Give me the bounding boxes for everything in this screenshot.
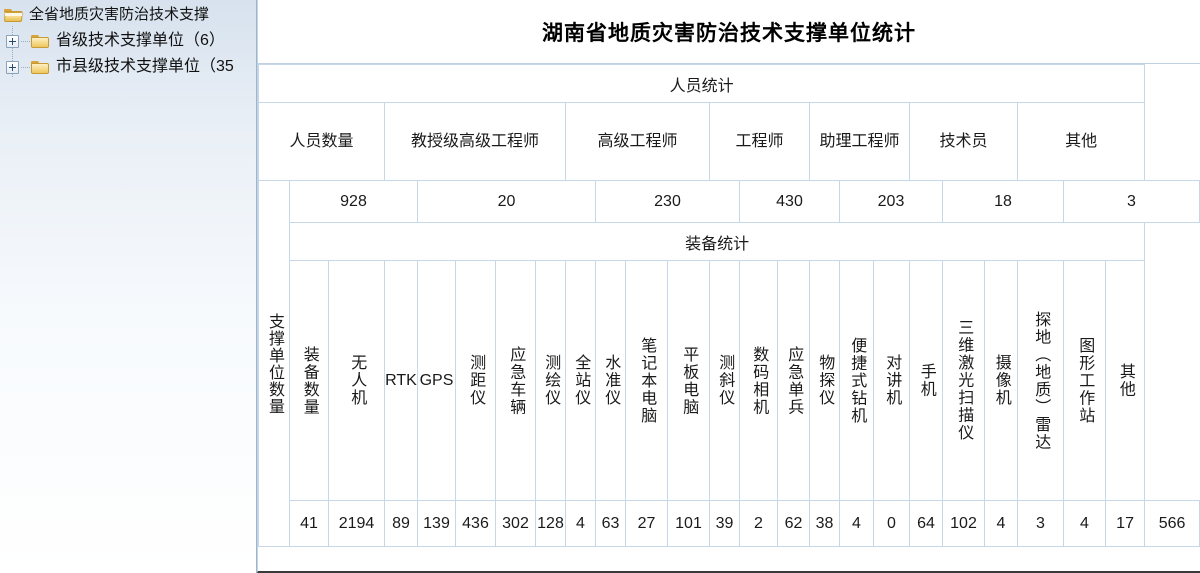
header-drone: 无人机: [328, 260, 385, 501]
value-ground-penetrating-radar: 4: [1063, 500, 1106, 547]
value-digital-camera: 62: [777, 500, 810, 547]
header-digital-camera: 数码相机: [739, 260, 778, 501]
header-walkie-talkie: 对讲机: [873, 260, 910, 501]
value-personnel-count: 928: [289, 180, 418, 223]
value-rangefinder: 302: [495, 500, 536, 547]
value-professor-senior-engineer: 20: [417, 180, 596, 223]
header-emergency-vehicle: 应急车辆: [495, 260, 536, 501]
tree-connector-line: [12, 26, 13, 78]
value-level-instrument: 27: [625, 500, 668, 547]
tree-node-label: 市县级技术支撑单位（35: [56, 58, 234, 75]
value-total-station: 63: [595, 500, 626, 547]
header-video-camera: 摄像机: [984, 260, 1018, 501]
statistics-panel: 湖南省地质灾害防治技术支撑单位统计 人员统计: [257, 0, 1200, 573]
header-laptop: 笔记本电脑: [625, 260, 668, 501]
tree-node-provincial[interactable]: 省级技术支撑单位（6）: [0, 28, 256, 54]
page-title-bar: 湖南省地质灾害防治技术支撑单位统计: [258, 0, 1200, 64]
value-personnel-other: 3: [1063, 180, 1200, 223]
header-3d-laser-scanner: 三维激光扫描仪: [942, 260, 985, 501]
header-rtk: RTK: [384, 260, 418, 501]
value-emergency-vehicle: 128: [535, 500, 566, 547]
table-row-equipment-values: 41 2194 89 139 436 302 128 4 63 27 101 3…: [259, 500, 1200, 547]
page-title: 湖南省地质灾害防治技术支撑单位统计: [542, 21, 916, 45]
value-engineer: 430: [739, 180, 840, 223]
value-geophysical-instrument: 4: [839, 500, 874, 547]
value-laptop: 101: [667, 500, 710, 547]
header-emergency-kit: 应急单兵: [777, 260, 810, 501]
header-inclinometer: 测斜仪: [709, 260, 740, 501]
tree-node-municipal[interactable]: 市县级技术支撑单位（35: [0, 54, 256, 80]
header-equipment-other: 其他: [1104, 260, 1146, 501]
folder-open-icon: [4, 8, 23, 23]
value-inclinometer: 2: [739, 500, 778, 547]
tree-node-label: 省级技术支撑单位（6）: [56, 32, 225, 49]
header-tablet: 平板电脑: [667, 260, 710, 501]
value-equipment-count: 2194: [328, 500, 385, 547]
header-portable-drill: 便捷式钻机: [839, 260, 874, 501]
tree-dot-connector: [21, 66, 30, 68]
folder-icon: [31, 34, 50, 49]
header-personnel-count: 人员数量: [258, 102, 385, 181]
value-graphics-workstation: 17: [1104, 500, 1146, 547]
header-engineer: 工程师: [709, 102, 810, 181]
row-label-unit-count: 支撑单位数量: [258, 180, 290, 547]
value-portable-drill: 0: [873, 500, 910, 547]
header-equipment-count: 装备数量: [289, 260, 329, 501]
tree-node-label: 全省地质灾害防治技术支撑: [29, 6, 210, 23]
value-surveying-instrument: 4: [565, 500, 596, 547]
group-header-equipment: 装备统计: [288, 222, 1146, 261]
header-personnel-other: 其他: [1016, 102, 1146, 181]
header-mobile-phone: 手机: [909, 260, 943, 501]
header-assistant-engineer: 助理工程师: [809, 102, 910, 181]
table-row-equipment-group: 装备统计: [259, 222, 1200, 261]
row-label-text: 支撑单位数量: [265, 312, 283, 415]
tree-dot-connector: [21, 40, 30, 42]
value-assistant-engineer: 203: [839, 180, 943, 223]
header-senior-engineer: 高级工程师: [565, 102, 710, 181]
header-level-instrument: 水准仪: [595, 260, 626, 501]
value-equipment-other: 566: [1144, 500, 1200, 547]
header-rangefinder: 测距仪: [455, 260, 496, 501]
header-surveying-instrument: 测绘仪: [535, 260, 566, 501]
tree-panel: 全省地质灾害防治技术支撑 省级技术支撑单位（6） 市县级技术支撑单位（35: [0, 0, 257, 573]
header-total-station: 全站仪: [565, 260, 596, 501]
value-3d-laser-scanner: 4: [984, 500, 1018, 547]
value-walkie-talkie: 64: [909, 500, 943, 547]
expand-plus-icon[interactable]: [6, 34, 19, 48]
value-mobile-phone: 102: [942, 500, 985, 547]
value-rtk: 139: [417, 500, 456, 547]
value-gps: 436: [455, 500, 496, 547]
header-geophysical-instrument: 物探仪: [809, 260, 840, 501]
group-header-personnel: 人员统计: [258, 64, 1146, 103]
header-graphics-workstation: 图形工作站: [1063, 260, 1106, 501]
folder-icon: [31, 60, 50, 75]
value-video-camera: 3: [1017, 500, 1064, 547]
header-professor-senior-engineer: 教授级高级工程师: [384, 102, 566, 181]
value-technician: 18: [942, 180, 1064, 223]
value-emergency-kit: 38: [809, 500, 840, 547]
table-row-personnel-headers: 人员数量 教授级高级工程师 高级工程师 工程师 助理工程师 技术员 其他: [258, 102, 1200, 181]
value-drone: 89: [384, 500, 418, 547]
header-technician: 技术员: [909, 102, 1018, 181]
header-ground-penetrating-radar: 探地（地质）雷达: [1017, 260, 1064, 501]
statistics-table: 人员统计 人员数量 教授级高级工程师 高级工程师 工程师 助理工程师 技术员 其…: [258, 64, 1200, 547]
value-tablet: 39: [709, 500, 740, 547]
table-row-personnel-values: 支撑单位数量 928 20 230 430 203 18 3: [258, 180, 1200, 547]
table-row-equipment-headers: 装备数量 无人机 RTK GPS 测距仪 应急车辆 测绘仪 全站仪 水准仪 笔记…: [259, 260, 1200, 501]
value-unit-count: 41: [289, 500, 329, 547]
expand-plus-icon[interactable]: [6, 60, 19, 74]
table-row-personnel-group: 人员统计: [258, 64, 1200, 103]
tree-node-root[interactable]: 全省地质灾害防治技术支撑: [0, 2, 256, 28]
value-senior-engineer: 230: [595, 180, 740, 223]
header-gps: GPS: [417, 260, 456, 501]
